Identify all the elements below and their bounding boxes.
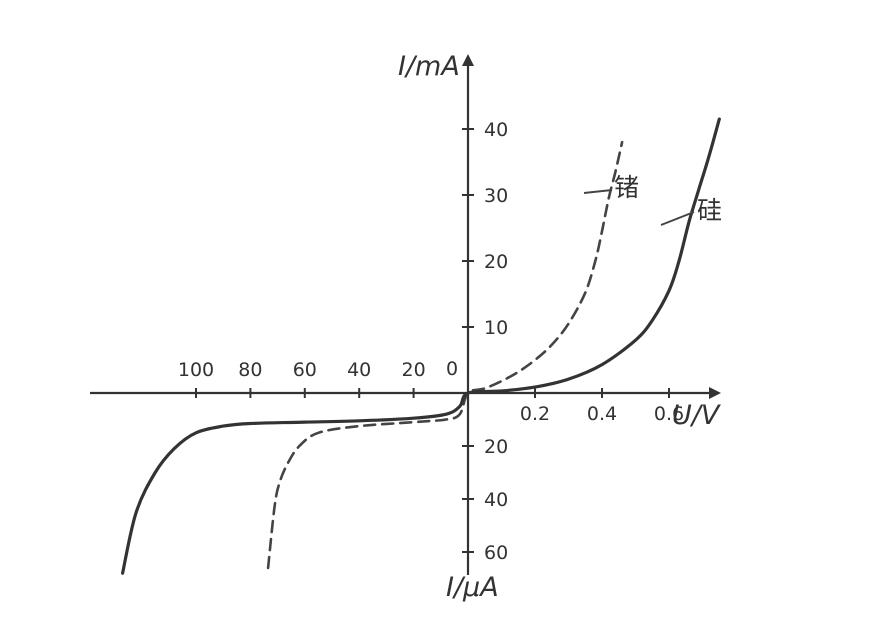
y-negative-tick-label: 60 [484,542,508,564]
y-negative-tick-label: 40 [484,489,508,511]
x-positive-axis-label: U/V [672,400,722,431]
y-positive-tick-label: 10 [484,317,508,339]
x-positive-tick-label: 0.4 [587,403,617,425]
y-positive-axis-label: I/mA [398,51,460,82]
x-negative-tick-label: 100 [178,359,214,381]
y-positive-tick-label: 40 [484,119,508,141]
germanium-series-label: 锗 [614,173,639,202]
silicon-leader-line [660,211,695,226]
silicon-series-label: 硅 [697,196,722,225]
y-negative-tick-label: 20 [484,436,508,458]
germanium-leader-line [583,189,613,194]
series-curves [121,117,721,575]
axis-tick-labels: 0.2 0.4 0.6 100 80 60 40 20 10 20 30 40 20 40 60 [178,119,684,564]
axis-ticks [195,128,670,553]
x-positive-tick-label: 0.6 [654,403,684,425]
x-negative-tick-label: 80 [238,359,262,381]
y-positive-tick-label: 30 [484,185,508,207]
origin-label: 0 [446,358,458,380]
x-negative-tick-label: 60 [293,359,317,381]
y-positive-tick-label: 20 [484,251,508,273]
silicon-curve [121,117,721,575]
x-positive-tick-label: 0.2 [520,403,550,425]
x-negative-tick-label: 40 [347,359,371,381]
x-negative-tick-label: 20 [402,359,426,381]
y-negative-axis-label: I/μA [446,572,499,603]
germanium-curve [266,140,624,570]
